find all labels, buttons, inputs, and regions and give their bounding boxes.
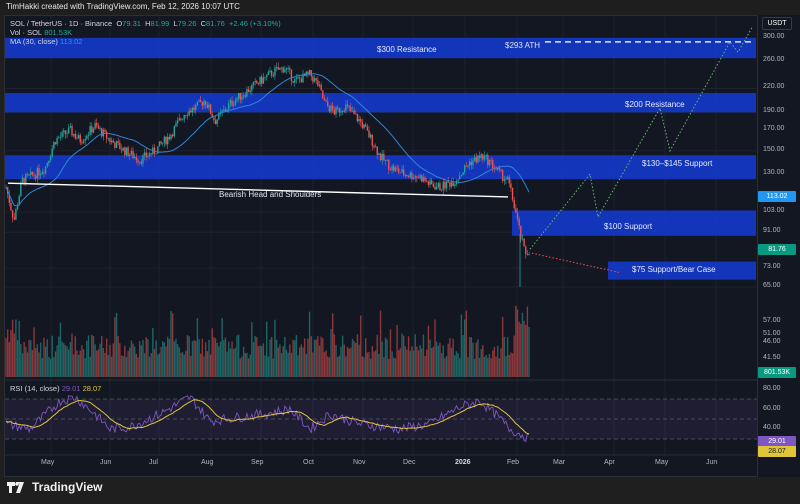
chart-panel[interactable] xyxy=(4,15,761,477)
symbol-name[interactable]: SOL / TetherUS · 1D · Binance xyxy=(10,19,113,28)
rsi-line xyxy=(5,395,530,443)
time-tick: May xyxy=(41,459,55,466)
bear-projection xyxy=(531,252,621,274)
time-tick: Jun xyxy=(100,459,112,466)
ma-value: 113.02 xyxy=(60,37,83,46)
price-tick: 91.00 xyxy=(763,227,781,235)
zone-label-130-145-support[interactable]: $130–$145 Support xyxy=(642,159,713,168)
zone-3 xyxy=(512,210,756,236)
time-tick: Aug xyxy=(201,459,214,466)
symbol-legend: SOL / TetherUS · 1D · Binance O79.31 H81… xyxy=(10,19,281,28)
price-tick: 130.00 xyxy=(763,169,785,177)
zone-label-75-support-bear-case[interactable]: $75 Support/Bear Case xyxy=(632,265,716,274)
price-tick: 65.00 xyxy=(763,282,781,289)
volume-value: 801.53K xyxy=(44,28,73,37)
ath-label[interactable]: $293 ATH xyxy=(505,41,540,50)
zone-label-200-resistance[interactable]: $200 Resistance xyxy=(625,100,685,109)
time-tick: Nov xyxy=(353,459,366,466)
rsi-tick-40: 40.00 xyxy=(763,424,781,431)
time-tick: Jul xyxy=(149,459,158,466)
change-value: +2.46 (+3.10%) xyxy=(228,19,281,28)
price-tick: 46.00 xyxy=(763,338,781,345)
price-tick: 300.00 xyxy=(763,33,785,40)
neckline xyxy=(7,182,509,198)
time-tick: Sep xyxy=(251,459,264,466)
volume-bars xyxy=(5,305,530,377)
tradingview-logo-icon xyxy=(7,481,24,493)
price-tick: 103.00 xyxy=(763,207,785,215)
zone-label-300-resistance[interactable]: $300 Resistance xyxy=(377,45,437,54)
time-tick: Feb xyxy=(507,459,520,466)
rsi-value: 29.01 xyxy=(61,384,81,393)
rsi-badge: 29.01 xyxy=(758,436,796,447)
price-tick: 170.00 xyxy=(763,125,785,133)
zone-4 xyxy=(608,261,756,280)
price-tick: 57.00 xyxy=(763,317,781,324)
price-tick: 73.00 xyxy=(763,263,781,271)
ma-line xyxy=(5,73,530,207)
zone-label-100-support[interactable]: $100 Support xyxy=(604,222,653,231)
chart-credit: TimHakki created with TradingView.com, F… xyxy=(6,2,240,11)
footer xyxy=(0,477,800,504)
price-tick: 41.50 xyxy=(763,354,781,361)
price-tick: 190.00 xyxy=(763,107,785,115)
open-value: 79.31 xyxy=(122,19,141,28)
rsi-ma-value: 28.07 xyxy=(82,384,102,393)
tradingview-logo[interactable]: TradingView xyxy=(7,480,102,494)
currency-selector[interactable]: USDT xyxy=(762,17,792,30)
ma-price-badge: 113.02 xyxy=(758,191,796,202)
time-tick: Apr xyxy=(604,459,615,466)
price-tick: 150.00 xyxy=(763,145,785,153)
volume-legend[interactable]: Vol · SOL 801.53K xyxy=(10,28,73,37)
last-price-badge: 81.76 xyxy=(758,244,796,255)
time-tick: 2026 xyxy=(455,459,471,466)
low-value: 79.26 xyxy=(177,19,197,28)
rsi-ma-line xyxy=(5,399,530,435)
time-tick: May xyxy=(655,459,669,466)
volume-badge: 801.53K xyxy=(758,367,796,378)
price-tick: 220.00 xyxy=(763,83,785,91)
rsi-ma-badge: 28.07 xyxy=(758,446,796,457)
pattern-label[interactable]: Bearish Head and Shoulders xyxy=(219,190,322,199)
time-tick: Jun xyxy=(706,459,718,466)
high-value: 81.99 xyxy=(150,19,170,28)
time-tick: Mar xyxy=(553,459,566,466)
zone-2 xyxy=(5,155,756,180)
close-value: 81.76 xyxy=(206,19,225,28)
top-bar: TimHakki created with TradingView.com, F… xyxy=(0,0,800,15)
rsi-legend[interactable]: RSI (14, close) 29.01 28.07 xyxy=(10,384,102,393)
price-tick: 51.00 xyxy=(763,330,781,337)
time-tick: Dec xyxy=(403,459,416,466)
zone-0 xyxy=(5,38,756,59)
time-tick: Oct xyxy=(303,459,314,466)
rsi-tick-60: 60.00 xyxy=(763,405,781,412)
ma-legend[interactable]: MA (30, close) 113.02 xyxy=(10,37,83,46)
rsi-tick-80: 80.00 xyxy=(763,385,781,392)
price-tick: 260.00 xyxy=(763,56,785,64)
